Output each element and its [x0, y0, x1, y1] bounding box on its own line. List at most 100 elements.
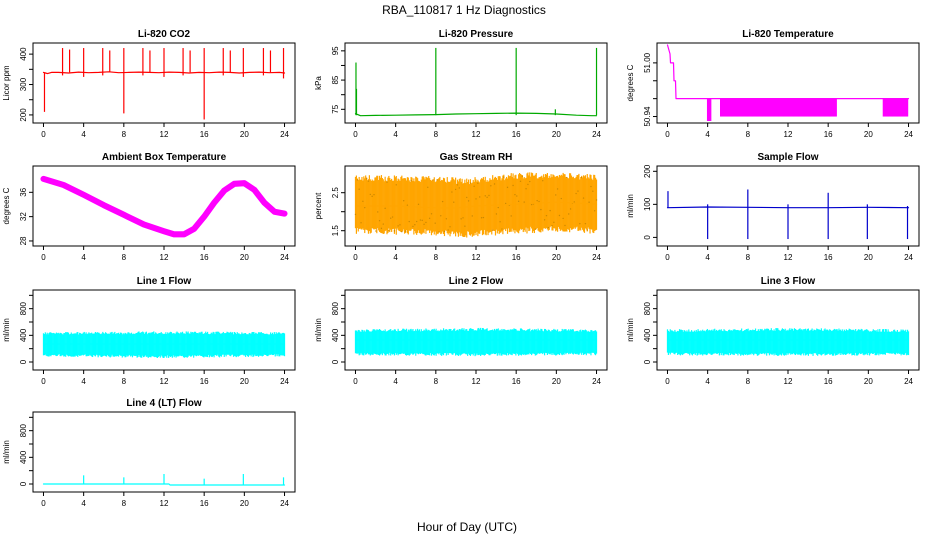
series-line: [354, 112, 598, 117]
noise-point: [397, 225, 399, 227]
panel-title: Ambient Box Temperature: [102, 152, 227, 163]
x-tick-label: 16: [512, 377, 521, 386]
noise-point: [401, 230, 403, 233]
x-tick-label: 20: [240, 253, 249, 262]
y-tick-label: 200: [19, 108, 28, 122]
y-tick-label: 200: [643, 164, 652, 178]
x-tick-label: 16: [200, 499, 209, 508]
x-tick-label: 16: [824, 377, 833, 386]
y-tick-label: 0: [19, 481, 28, 486]
y-tick-label: 75: [331, 104, 340, 113]
y-tick-label: 95: [331, 46, 340, 55]
x-tick-label: 8: [434, 253, 439, 262]
noise-point: [549, 209, 551, 212]
noise-point: [423, 223, 425, 225]
noise-point: [362, 200, 364, 202]
x-tick-label: 0: [353, 377, 358, 386]
y-axis-label: ml/min: [2, 440, 11, 464]
plot-area: [666, 189, 910, 240]
noise-point: [573, 201, 575, 203]
panel-rh: Gas Stream RH percent 1.5 2.5 0 4 8 12 16 20 24: [314, 152, 608, 262]
plot-frame: [344, 42, 608, 124]
noise-point: [451, 191, 453, 193]
noise-point: [536, 199, 538, 202]
series-line: [40, 175, 288, 238]
x-tick-label: 4: [81, 130, 86, 139]
noise-point: [588, 201, 590, 203]
noise-point: [371, 195, 373, 198]
y-tick-label: 800: [643, 301, 652, 315]
x-tick-label: 16: [512, 253, 521, 262]
noise-point: [402, 200, 405, 202]
x-tick-label: 12: [472, 377, 481, 386]
noise-point: [495, 213, 498, 215]
noise-point: [415, 220, 418, 223]
panel-title: Line 4 (LT) Flow: [126, 398, 202, 409]
noise-point: [356, 179, 359, 181]
panel-title: Gas Stream RH: [440, 152, 513, 163]
x-tick-label: 4: [393, 377, 398, 386]
y-tick-label: 300: [19, 77, 28, 91]
y-tick-label: 1.5: [331, 225, 340, 237]
x-tick-label: 16: [512, 130, 521, 139]
panel-line1: Line 1 Flow ml/min 0 400 800 0 4 8 12 16 20 24: [2, 276, 296, 386]
y-tick-label: 85: [331, 75, 340, 84]
noise-point: [560, 197, 562, 200]
noise-point: [462, 217, 464, 219]
noise-point: [360, 222, 362, 224]
noise-point: [491, 229, 494, 231]
noise-point: [510, 215, 512, 217]
x-tick-label: 20: [240, 130, 249, 139]
noise-point: [558, 214, 561, 217]
x-tick-label: 8: [122, 253, 127, 262]
noise-point: [482, 216, 485, 219]
noise-point: [586, 229, 588, 231]
series-line: [42, 71, 286, 75]
noise-point: [460, 218, 462, 220]
x-tick-label: 16: [200, 130, 209, 139]
panel-line4: Line 4 (LT) Flow ml/min 0 400 800 0 4 8 12 16 20 24: [2, 398, 296, 508]
y-tick-label: 32: [19, 212, 28, 221]
y-axis-label: degrees C: [2, 187, 11, 224]
noise-point: [579, 223, 581, 225]
noise-point: [543, 219, 546, 221]
noise-point: [514, 193, 516, 196]
panel-sample: Sample Flow ml/min 0 100 200 0 4 8 12 16 20 24: [626, 152, 920, 262]
series-line: [354, 201, 598, 209]
y-tick-label: 0: [643, 359, 652, 364]
x-tick-label: 0: [41, 377, 46, 386]
noise-point: [501, 228, 503, 230]
noise-point: [473, 185, 475, 188]
x-tick-label: 4: [81, 377, 86, 386]
noise-point: [390, 217, 392, 219]
noise-point: [575, 192, 577, 195]
noise-point: [486, 196, 488, 198]
x-tick-label: 12: [784, 253, 793, 262]
noise-point: [534, 228, 537, 230]
noise-point: [542, 180, 544, 182]
y-tick-label: 50.94: [643, 106, 652, 127]
noise-point: [580, 176, 583, 179]
plot-frame: [344, 289, 608, 371]
x-tick-label: 12: [160, 253, 169, 262]
noise-point: [364, 206, 366, 209]
x-tick-label: 8: [434, 130, 439, 139]
plot-area: [42, 48, 286, 120]
noise-point: [454, 188, 457, 191]
noise-point: [393, 230, 396, 232]
plot-area: [666, 44, 910, 121]
x-tick-label: 12: [784, 377, 793, 386]
noise-point: [564, 224, 566, 227]
y-tick-label: 0: [643, 235, 652, 240]
noise-point: [480, 217, 483, 219]
y-tick-label: 51.00: [643, 52, 652, 73]
x-tick-label: 0: [665, 130, 670, 139]
noise-point: [447, 229, 449, 231]
x-tick-label: 24: [280, 377, 289, 386]
y-axis-label: Licor ppm: [2, 65, 11, 100]
noise-point: [595, 199, 598, 201]
x-tick-label: 16: [824, 253, 833, 262]
x-tick-label: 0: [665, 377, 670, 386]
